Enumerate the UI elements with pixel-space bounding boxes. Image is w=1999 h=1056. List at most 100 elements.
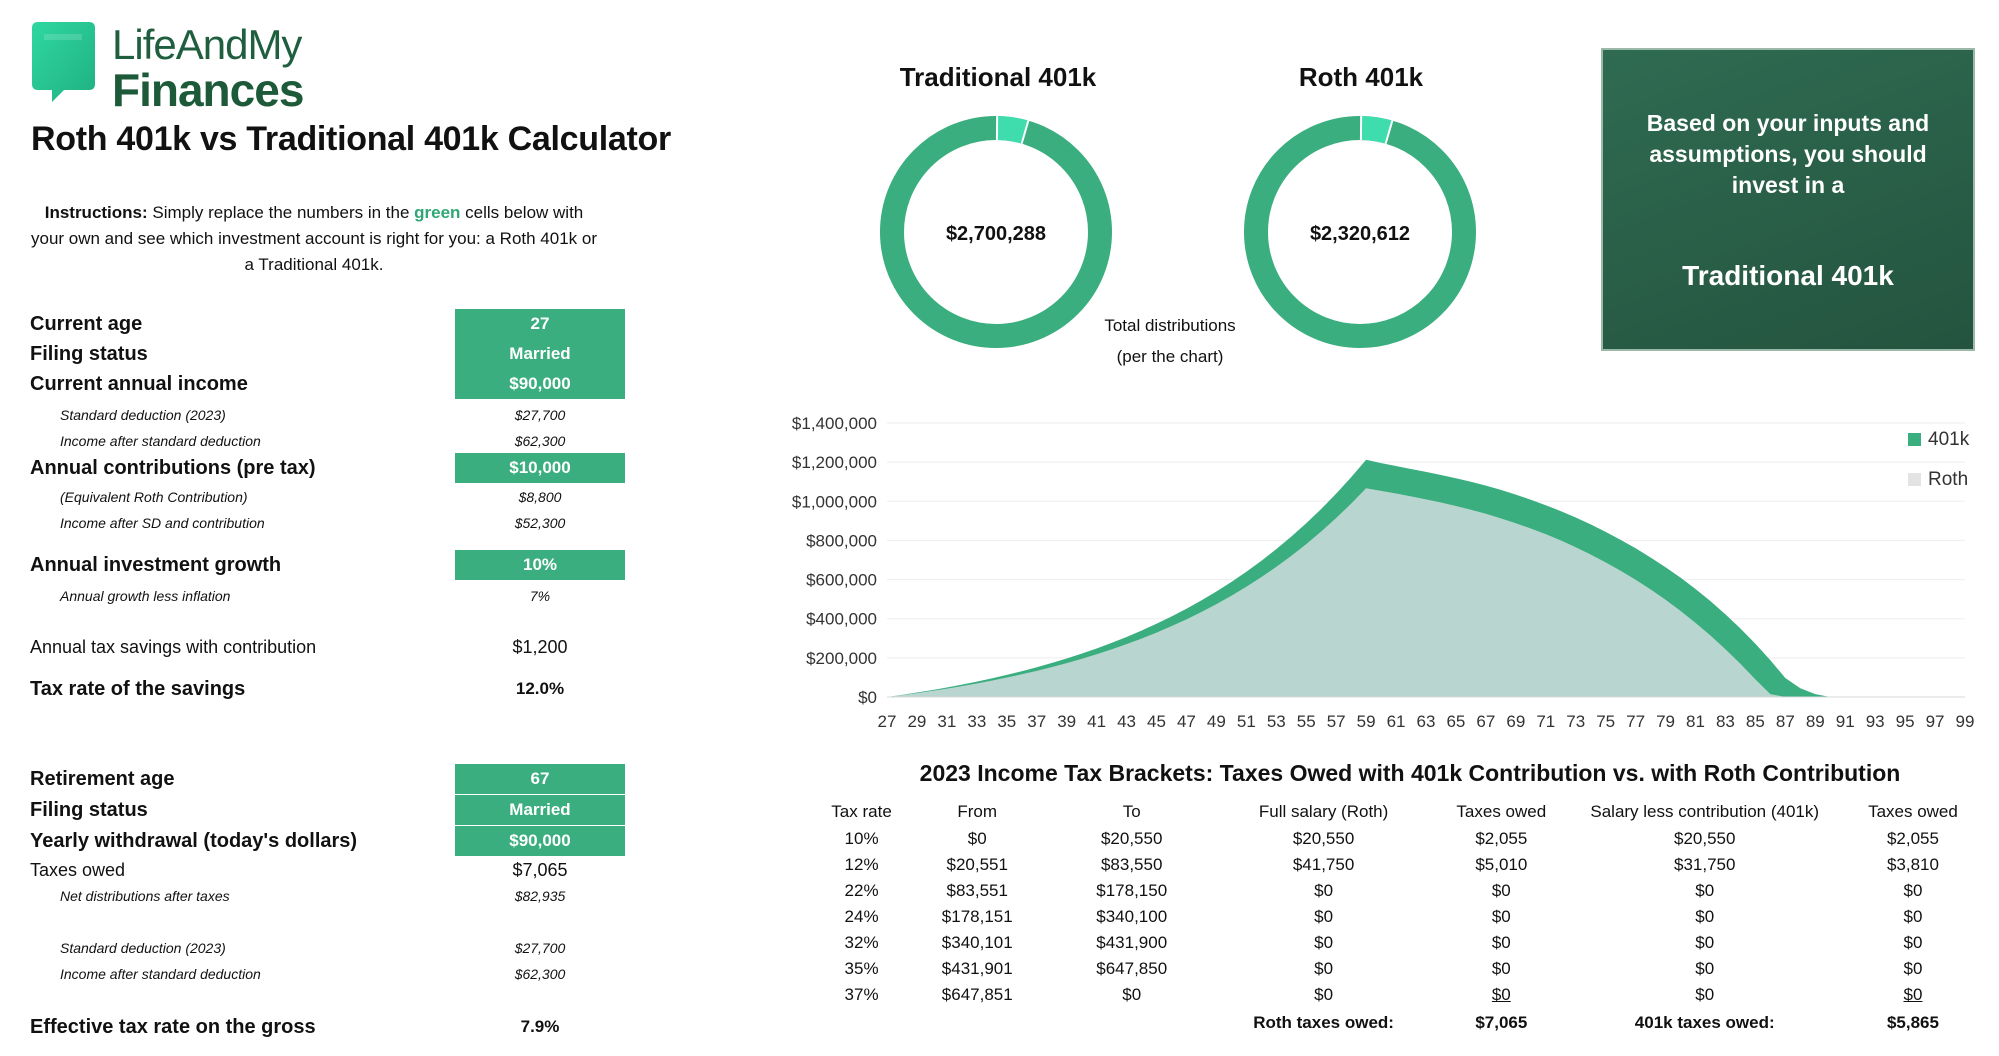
taxes-owed-value: $7,065 [512,860,568,880]
y-tick-label: $600,000 [806,571,877,590]
growth-less-inflation-value: 7% [529,588,551,604]
recommendation-box: Based on your inputs and assumptions, yo… [1601,48,1975,351]
table-row: 37% $647,851 $0 $0 $0 $0 $0 [805,982,1999,1008]
donut-segment-divider [1384,120,1394,144]
logo-line2: Finances [112,64,304,116]
retirement-income-after-sd-value: $62,300 [514,966,566,982]
tax-brackets-table: Tax rate From To Full salary (Roth) Taxe… [805,797,1999,1038]
withdrawal-input[interactable]: $90,000 [455,826,625,856]
filing-status-input[interactable]: Married [455,339,625,369]
table-cell: $0 [1491,985,1511,1004]
x-tick-label: 91 [1836,712,1855,731]
y-tick-label: $200,000 [806,649,877,668]
table-cell: $647,850 [1096,959,1168,978]
recommendation-text: Based on your inputs and assumptions, yo… [1603,108,1973,201]
x-tick-label: 35 [997,712,1016,731]
withdrawal-row: Yearly withdrawal (today's dollars) $90,… [30,826,625,856]
x-tick-label: 95 [1896,712,1915,731]
retirement-std-deduction-value: $27,700 [514,940,566,956]
retirement-filing-status-input[interactable]: Married [455,795,625,825]
table-cell: $0 [1903,933,1923,952]
x-tick-label: 65 [1446,712,1465,731]
table-cell: $431,900 [1096,933,1168,952]
net-distributions-label: Net distributions after taxes [60,888,230,904]
taxes-owed-label: Taxes owed [30,860,126,880]
retirement-age-input[interactable]: 67 [455,764,625,794]
filing-status-label: Filing status [30,343,148,365]
x-tick-label: 59 [1357,712,1376,731]
donut-chart-traditional: $2,700,288 [880,115,1112,348]
table-cell: $0 [1903,985,1923,1004]
x-tick-label: 99 [1956,712,1975,731]
tax-rate-savings-row: Tax rate of the savings 12.0% [30,674,600,704]
totals-row: Roth taxes owed: $7,065 401k taxes owed:… [805,1008,1999,1038]
net-distributions-row: Net distributions after taxes $82,935 [30,883,600,909]
growth-input[interactable]: 10% [455,550,625,580]
header-from: From [957,801,998,821]
table-cell: $83,550 [1100,855,1163,874]
std-deduction-label: Standard deduction (2023) [60,407,226,423]
income-after-sd-value: $62,300 [514,433,566,449]
income-after-sd-label: Income after standard deduction [60,433,261,449]
instructions-text-a: Simply replace the numbers in the [147,203,415,222]
x-tick-label: 37 [1027,712,1046,731]
x-tick-label: 55 [1297,712,1316,731]
net-distributions-value: $82,935 [514,888,566,904]
equiv-roth-label: (Equivalent Roth Contribution) [60,489,248,505]
table-cell: $431,901 [941,959,1013,978]
distribution-note: Total distributions (per the chart) [1095,310,1245,372]
effective-rate-label: Effective tax rate on the gross [30,1016,316,1038]
retirement-age-label: Retirement age [30,768,175,790]
table-cell: $0 [1314,933,1334,952]
logo-icon [32,22,95,102]
table-row: 12% $20,551 $83,550 $41,750 $5,010 $31,750 $3,… [805,852,1999,878]
std-deduction-value: $27,700 [514,407,566,423]
current-income-input[interactable]: $90,000 [455,369,625,399]
contributions-label: Annual contributions (pre tax) [30,457,316,479]
table-cell: 24% [844,907,879,926]
retirement-income-after-sd-row: Income after standard deduction $62,300 [30,961,600,987]
instructions-highlight: green [414,203,461,222]
table-cell: $0 [1491,959,1511,978]
table-cell: $0 [1695,959,1715,978]
donut-highlight-segment [1360,116,1393,144]
header-full-salary: Full salary (Roth) [1258,801,1389,821]
table-cell: $0 [1314,907,1334,926]
income-after-sd-contrib-value: $52,300 [514,515,566,531]
taxes-owed-row: Taxes owed $7,065 [30,855,600,885]
table-cell: $20,551 [946,855,1008,874]
x-tick-label: 47 [1177,712,1196,731]
tax-table-title: 2023 Income Tax Brackets: Taxes Owed wit… [919,760,1901,786]
table-cell: $5,010 [1475,855,1528,874]
table-cell: $0 [1695,933,1715,952]
equiv-roth-value: $8,800 [518,489,562,505]
contributions-input[interactable]: $10,000 [455,453,625,483]
x-tick-label: 81 [1686,712,1705,731]
table-row: 22% $83,551 $178,150 $0 $0 $0 $0 [805,878,1999,904]
x-tick-label: 85 [1746,712,1765,731]
table-row: 24% $178,151 $340,100 $0 $0 $0 $0 [805,904,1999,930]
x-tick-label: 87 [1776,712,1795,731]
donut-total-roth: $2,320,612 [1310,223,1410,245]
brand-logo: LifeAndMy Finances [30,20,330,114]
table-cell: $0 [1314,959,1334,978]
effective-rate-value: 7.9% [520,1017,560,1036]
roth-total-value: $7,065 [1475,1013,1528,1032]
distribution-note-line2: (per the chart) [1116,347,1224,366]
x-tick-label: 27 [878,712,897,731]
header-salary-less-contribution: Salary less contribution (401k) [1590,801,1820,821]
current-age-input[interactable]: 27 [455,309,625,339]
legend-label: 401k [1928,429,1970,450]
income-after-sd-row: Income after standard deduction $62,300 [30,428,600,454]
legend-swatch [1908,433,1921,446]
k401-total-value: $5,865 [1886,1013,1939,1032]
table-cell: 35% [844,959,879,978]
roth-total-label: Roth taxes owed: [1253,1013,1394,1032]
table-row: 35% $431,901 $647,850 $0 $0 $0 $0 [805,956,1999,982]
x-tick-label: 29 [907,712,926,731]
retirement-income-after-sd-label: Income after standard deduction [60,966,261,982]
table-cell: $20,550 [1100,829,1163,848]
recommendation-answer: Traditional 401k [1682,260,1894,291]
table-cell: $0 [1314,881,1334,900]
x-tick-label: 97 [1926,712,1945,731]
